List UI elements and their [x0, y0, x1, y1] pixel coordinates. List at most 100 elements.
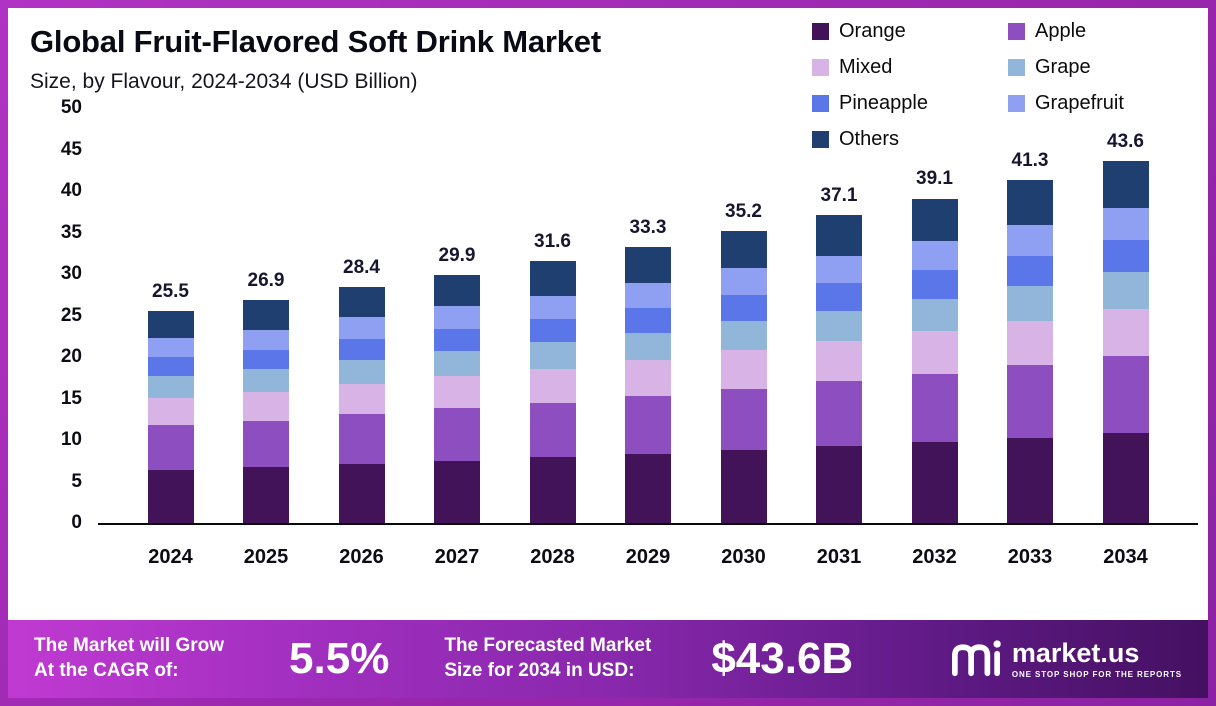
marketus-logo: market.us ONE STOP SHOP FOR THE REPORTS — [950, 637, 1182, 682]
legend-swatch-icon — [812, 95, 829, 112]
bar-segment-apple — [720, 388, 767, 450]
forecast-label-line1: The Forecasted Market — [444, 635, 652, 657]
bar-segment-pineapple — [720, 294, 767, 322]
legend-label: Grapefruit — [1035, 92, 1124, 114]
forecast-value: $43.6B — [711, 634, 854, 683]
bar-segment-orange — [625, 454, 671, 523]
y-tick-label: 15 — [60, 387, 82, 409]
cagr-label-line2: At the CAGR of: — [34, 660, 179, 681]
y-tick-label: 25 — [60, 304, 82, 326]
bar-stack — [434, 274, 480, 523]
legend-item-others: Others — [812, 128, 1008, 151]
y-tick-label: 45 — [60, 138, 82, 160]
bar-segment-pineapple — [147, 357, 194, 377]
bar-segment-grapefruit — [338, 317, 385, 339]
bar-total-label: 33.3 — [629, 216, 667, 238]
y-tick-label: 5 — [71, 470, 82, 492]
bar-stack — [1102, 161, 1149, 523]
bar-segment-pineapple — [243, 349, 289, 370]
legend-swatch-icon — [812, 23, 829, 40]
bar-segment-pineapple — [434, 328, 480, 352]
legend-label: Orange — [839, 20, 906, 42]
marketus-logo-icon — [950, 637, 1002, 682]
y-tick-label: 20 — [60, 346, 82, 367]
x-axis-label: 2026 — [339, 546, 384, 568]
bar-segment-mixed — [243, 391, 289, 421]
y-tick-label: 10 — [60, 429, 82, 450]
bar-group-2028: 31.6 2028 — [529, 108, 576, 568]
marketus-logo-tagline: ONE STOP SHOP FOR THE REPORTS — [1011, 669, 1182, 679]
bar-segment-grapefruit — [529, 295, 576, 319]
x-axis-label: 2032 — [912, 546, 957, 568]
bar-segment-grape — [147, 376, 194, 398]
legend-label: Apple — [1035, 20, 1087, 42]
bar-segment-mixed — [1102, 308, 1149, 357]
x-axis-label: 2024 — [148, 546, 193, 568]
bar-segment-grape — [720, 321, 767, 351]
legend-item-pineapple: Pineapple — [812, 92, 1008, 115]
bar-group-2032: 39.1 2032 — [911, 108, 958, 568]
bar-segment-apple — [625, 396, 671, 455]
bar-segment-mixed — [147, 397, 194, 426]
bar-segment-grapefruit — [434, 306, 480, 329]
x-axis-label: 2030 — [721, 546, 766, 568]
bar-segment-grape — [434, 351, 480, 377]
bar-segment-apple — [529, 402, 576, 458]
y-tick-label: 30 — [60, 263, 82, 284]
bar-stack — [720, 230, 767, 523]
bar-segment-others — [911, 198, 958, 241]
legend-label: Mixed — [839, 56, 893, 78]
bar-segment-orange — [147, 469, 194, 523]
bar-segment-orange — [911, 441, 958, 523]
bar-stack — [338, 287, 385, 523]
x-axis-label: 2028 — [530, 546, 575, 568]
legend-swatch-icon — [812, 131, 829, 148]
bar-segment-others — [243, 299, 289, 330]
bar-segment-pineapple — [1102, 240, 1149, 273]
footer-banner: The Market will Grow At the CAGR of: 5.5… — [8, 620, 1208, 698]
bar-segment-others — [529, 260, 576, 296]
cagr-label-line1: The Market will Grow — [34, 635, 225, 657]
legend-item-grape: Grape — [1008, 56, 1180, 79]
plot-area: 25.5 2024 26.9 2025 28.4 2026 29.9 2027 31.6 2028… — [98, 108, 1198, 568]
legend-swatch-icon — [812, 59, 829, 76]
bar-group-2034: 43.6 2034 — [1102, 108, 1149, 568]
bar-segment-orange — [720, 449, 767, 523]
legend-item-orange: Orange — [812, 20, 1008, 43]
bar-group-2026: 28.4 2026 — [338, 108, 385, 568]
bar-segment-grapefruit — [147, 337, 194, 358]
bar-segment-grapefruit — [720, 268, 767, 295]
x-axis-label: 2031 — [816, 546, 862, 568]
marketus-logo-textblock: market.us ONE STOP SHOP FOR THE REPORTS — [1011, 637, 1182, 679]
bar-segment-pineapple — [816, 283, 862, 311]
bar-segment-grape — [1102, 272, 1149, 309]
bar-stack — [816, 215, 862, 523]
bar-stack — [529, 260, 576, 523]
cagr-label: The Market will Grow At the CAGR of: — [34, 634, 224, 683]
bar-segment-orange — [529, 457, 576, 523]
forecast-label: The Forecasted Market Size for 2034 in U… — [444, 634, 651, 683]
bar-segment-pineapple — [911, 269, 958, 299]
bar-segment-grape — [911, 298, 958, 332]
x-axis-label: 2034 — [1103, 546, 1148, 568]
bar-total-label: 35.2 — [725, 200, 762, 222]
bar-segment-apple — [911, 373, 958, 442]
bar-segment-orange — [816, 445, 862, 523]
bar-segment-apple — [338, 414, 385, 465]
bar-segment-apple — [1102, 356, 1149, 433]
bar-segment-grape — [625, 332, 671, 361]
bar-segment-others — [338, 287, 385, 318]
bar-total-label: 25.5 — [152, 281, 189, 303]
y-tick-label: 0 — [71, 512, 82, 533]
page-title: Global Fruit-Flavored Soft Drink Market — [30, 24, 601, 59]
bar-segment-orange — [338, 464, 385, 523]
chart-legend: Orange Apple Mixed Grape Pineapple Grapefruit… — [812, 20, 1180, 151]
x-axis-label: 2027 — [434, 546, 480, 568]
bar-segment-grape — [243, 369, 289, 392]
legend-item-apple: Apple — [1008, 20, 1180, 43]
bar-segment-grapefruit — [911, 240, 958, 270]
marketus-logo-text: market.us — [1011, 637, 1140, 668]
bar-segment-others — [816, 215, 862, 256]
bar-total-label: 43.6 — [1107, 131, 1144, 153]
y-tick-label: 40 — [60, 180, 82, 201]
